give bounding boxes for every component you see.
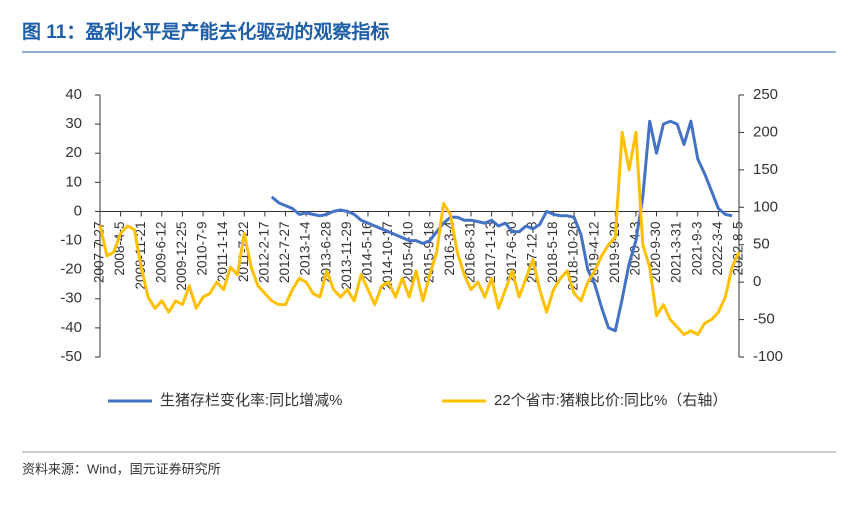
x-tick-label: 2011-1-14 [215, 221, 230, 282]
x-tick-label: 2022-3-4 [710, 221, 725, 276]
y2-tick-label: -100 [753, 348, 783, 365]
y-tick-label: -40 [60, 319, 82, 336]
x-tick-label: 2009-12-25 [174, 221, 189, 290]
y-tick-label: -10 [60, 232, 82, 249]
x-tick-label: 2021-3-31 [669, 221, 684, 283]
x-tick-label: 2013-11-29 [339, 221, 354, 289]
series-line [98, 130, 741, 336]
y-tick-label: 40 [65, 86, 82, 103]
y2-tick-label: 150 [753, 161, 778, 178]
y2-tick-label: 100 [753, 198, 778, 215]
x-tick-label: 2014-10-17 [380, 221, 395, 290]
x-tick-label: 2012-7-27 [277, 221, 292, 283]
x-tick-label: 2013-1-4 [298, 221, 313, 276]
x-tick-label: 2018-5-18 [545, 221, 560, 283]
series-line [270, 119, 733, 333]
y2-tick-label: 0 [753, 273, 761, 290]
x-tick-label: 2020-9-30 [648, 221, 663, 283]
y-tick-label: 10 [65, 173, 82, 190]
x-tick-label: 2019-9-20 [607, 221, 622, 283]
x-tick-label: 2009-6-12 [153, 221, 168, 283]
x-tick-label: 2016-3-4 [442, 221, 457, 276]
y2-tick-label: 50 [753, 236, 770, 253]
y-tick-label: -50 [60, 348, 82, 365]
x-tick-label: 2013-6-28 [318, 221, 333, 283]
y2-tick-label: -50 [753, 311, 775, 328]
x-tick-label: 2010-7-9 [195, 221, 210, 275]
y-tick-label: -20 [60, 261, 82, 278]
y2-tick-label: 200 [753, 123, 778, 140]
x-tick-label: 2015-4-10 [401, 221, 416, 283]
y-tick-label: 20 [65, 144, 82, 161]
source: 资料来源：Wind，国元证券研究所 [22, 461, 221, 476]
chart-title: 图 11：盈利水平是产能去化驱动的观察指标 [22, 20, 389, 43]
legend-label: 22个省市:猪粮比价:同比%（右轴） [494, 392, 727, 409]
x-tick-label: 2017-6-30 [504, 221, 519, 283]
y-tick-label: -30 [60, 290, 82, 307]
x-tick-label: 2012-2-17 [256, 221, 271, 283]
x-tick-label: 2017-1-13 [483, 221, 498, 283]
x-tick-label: 2016-8-31 [463, 221, 478, 283]
y-tick-label: 30 [65, 115, 82, 132]
x-tick-label: 2007-7-27 [92, 221, 107, 283]
y-tick-label: 0 [74, 202, 82, 219]
y2-tick-label: 250 [753, 86, 778, 103]
x-tick-label: 2008-4-5 [112, 221, 127, 275]
x-tick-label: 2021-9-3 [689, 221, 704, 275]
x-tick-label: 2014-5-16 [360, 221, 375, 283]
legend-label: 生猪存栏变化率:同比增减% [160, 392, 343, 409]
